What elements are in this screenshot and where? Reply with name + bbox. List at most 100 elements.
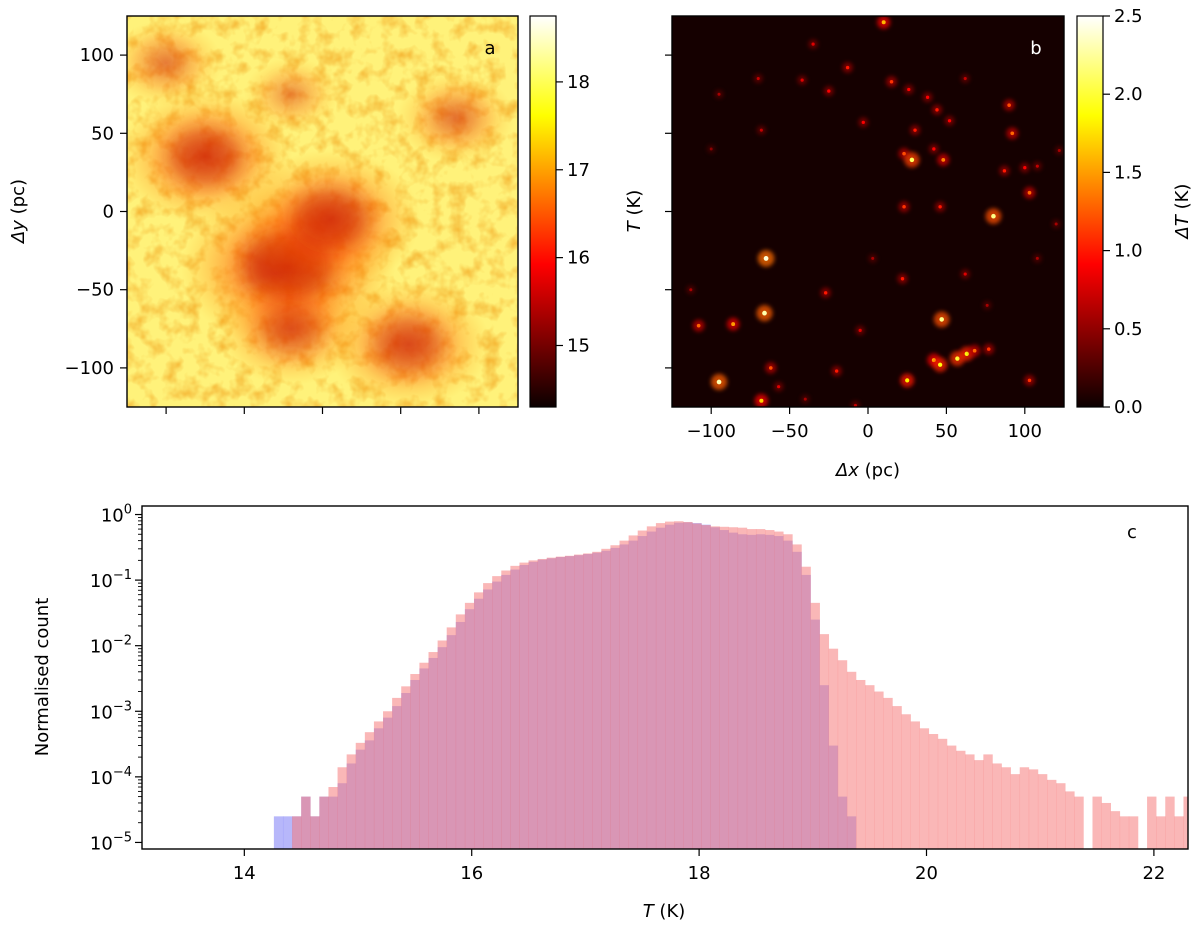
histogram-bar-red: [601, 548, 611, 849]
histogram-bar-red: [837, 660, 848, 849]
histogram-bar-red: [510, 565, 520, 849]
histogram-bar-red: [446, 627, 457, 849]
panel-b-x-axis-unit: (pc): [859, 460, 900, 481]
heating-source: [709, 147, 713, 151]
histogram-bar-red: [701, 525, 711, 849]
panel-a-colorbar-label: T (K): [624, 190, 645, 233]
panel-a-colorbar-symbol: T: [624, 219, 645, 232]
histogram-bar-red: [956, 750, 966, 849]
histogram-bar-red: [1056, 783, 1066, 849]
heating-source: [858, 328, 862, 332]
histogram-bar-red: [1156, 816, 1166, 849]
heating-source: [986, 347, 991, 351]
temperature-feature-core: [143, 45, 189, 81]
colorbar-tick-label: 0.5: [1114, 319, 1143, 340]
y-tick-exponent: −2: [113, 634, 132, 649]
histogram-bar-red: [301, 796, 311, 849]
x-tick-label: 20: [915, 863, 938, 884]
x-tick-label: 18: [688, 863, 711, 884]
histogram-bar-red: [492, 576, 502, 849]
heating-source: [939, 317, 944, 322]
histogram-bar-red: [1165, 796, 1175, 849]
histogram-bar-red: [765, 530, 775, 849]
histogram-bar-red: [783, 534, 793, 849]
heating-source: [845, 65, 850, 70]
y-tick-label: 0: [103, 202, 114, 223]
temperature-feature-core: [375, 318, 442, 371]
histogram-bar-red: [819, 634, 830, 849]
histogram-bar-red: [746, 529, 757, 849]
heating-source: [902, 151, 906, 156]
y-tick-exponent: 0: [124, 503, 132, 518]
heating-source: [1023, 166, 1027, 170]
histogram-bar-red: [528, 560, 538, 849]
histogram-bar-red: [865, 685, 875, 849]
panel-b-background: [672, 16, 1064, 407]
histogram-bar-red: [383, 711, 393, 849]
heating-source: [972, 348, 977, 353]
heating-source: [871, 256, 875, 260]
panel-a-ticks: −100 −50 0 50 100: [65, 45, 480, 414]
y-tick-label: 100: [80, 45, 114, 66]
histogram-bar-red: [1147, 796, 1157, 849]
histogram-bar-red: [774, 531, 784, 849]
heating-source: [731, 322, 736, 327]
heating-source: [803, 397, 807, 401]
heating-source: [689, 288, 693, 292]
heating-source: [1035, 164, 1039, 168]
heating-source: [759, 128, 763, 132]
histogram-bar-red: [583, 553, 593, 849]
histogram-bar-red: [965, 754, 975, 849]
heating-source: [759, 398, 764, 403]
y-tick-base: 10: [90, 768, 113, 789]
histogram-bar-red: [728, 527, 739, 849]
histogram-bar-red: [665, 521, 675, 849]
colorbar-tick-label: 2.5: [1114, 6, 1143, 27]
y-tick-label: 10−4: [90, 765, 132, 789]
y-tick-label: −100: [65, 358, 114, 379]
temperature-feature-core: [169, 128, 241, 185]
panel-c-x-axis-unit: (K): [654, 901, 686, 922]
histogram-bar-red: [737, 527, 748, 849]
heating-source: [881, 20, 886, 25]
y-tick-label: 10−3: [90, 699, 132, 723]
y-tick-base: 10: [90, 637, 113, 658]
heating-source: [717, 92, 721, 96]
histogram-bar-red: [710, 526, 720, 849]
heating-source: [1007, 103, 1011, 107]
histogram-bar-red: [792, 544, 802, 849]
heating-source: [853, 403, 858, 407]
y-tick-base: 10: [90, 571, 113, 592]
heating-source: [889, 79, 894, 84]
histogram-bar-red: [883, 697, 893, 849]
panel-b-x-axis-label: Δx (pc): [834, 460, 900, 481]
panel-c-histograms: [273, 521, 1188, 849]
panel-c-frame: [141, 505, 1189, 850]
panel-b-x-axis-symbol: Δx: [834, 460, 859, 481]
histogram-bar-red: [1001, 767, 1011, 849]
histogram-bar-red: [546, 557, 557, 849]
histogram-bar-red: [310, 816, 320, 849]
histogram-bar-red: [937, 738, 948, 849]
heating-source: [1035, 256, 1039, 260]
heating-source: [768, 366, 773, 370]
histogram-bar-red: [946, 745, 957, 849]
panel-a-colorbar-unit: (K): [624, 190, 645, 222]
histogram-bar-red: [483, 583, 493, 849]
heating-source: [905, 378, 910, 383]
x-tick-label: 16: [460, 863, 483, 884]
x-tick-label: 0: [862, 421, 873, 442]
colorbar-tick-label: 16: [567, 248, 590, 269]
histogram-bar-red: [473, 592, 484, 849]
heating-source: [1010, 131, 1015, 136]
panel-b-sources: [686, 16, 1064, 407]
y-tick-exponent: −3: [113, 699, 132, 714]
histogram-bar-red: [428, 652, 438, 849]
histogram-bar-red: [519, 562, 529, 849]
colorbar-tick-label: 1.0: [1114, 241, 1143, 262]
heating-source: [900, 277, 905, 281]
y-tick-label: 100: [101, 503, 132, 527]
